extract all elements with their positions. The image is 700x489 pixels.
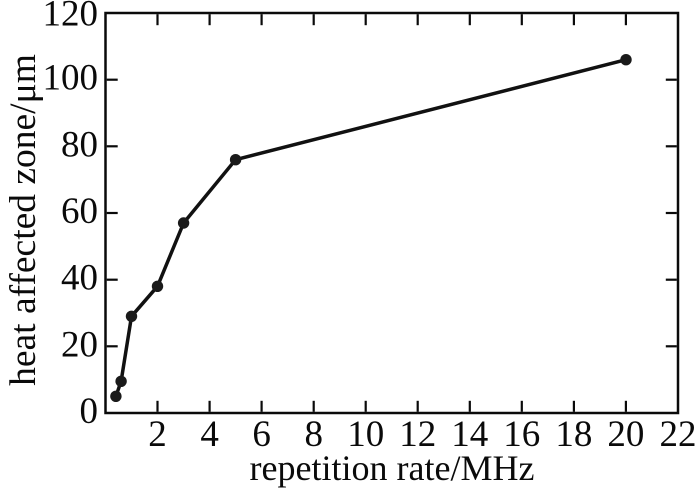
svg-text:6: 6 — [252, 414, 271, 455]
svg-text:20: 20 — [61, 324, 98, 365]
svg-text:22: 22 — [660, 414, 697, 455]
svg-text:0: 0 — [80, 391, 99, 432]
svg-text:80: 80 — [61, 124, 98, 165]
svg-text:60: 60 — [61, 191, 98, 232]
svg-text:2: 2 — [148, 414, 167, 455]
svg-text:8: 8 — [304, 414, 323, 455]
svg-text:10: 10 — [347, 414, 384, 455]
svg-text:100: 100 — [43, 58, 99, 99]
svg-text:12: 12 — [399, 414, 436, 455]
svg-text:14: 14 — [451, 414, 488, 455]
svg-text:heat affected zone/μm: heat affected zone/μm — [3, 54, 44, 386]
svg-text:20: 20 — [607, 414, 644, 455]
svg-text:18: 18 — [555, 414, 592, 455]
svg-text:40: 40 — [61, 258, 98, 299]
svg-text:4: 4 — [200, 414, 219, 455]
svg-text:repetition rate/MHz: repetition rate/MHz — [250, 448, 535, 488]
svg-text:120: 120 — [43, 0, 99, 35]
svg-text:16: 16 — [503, 414, 540, 455]
